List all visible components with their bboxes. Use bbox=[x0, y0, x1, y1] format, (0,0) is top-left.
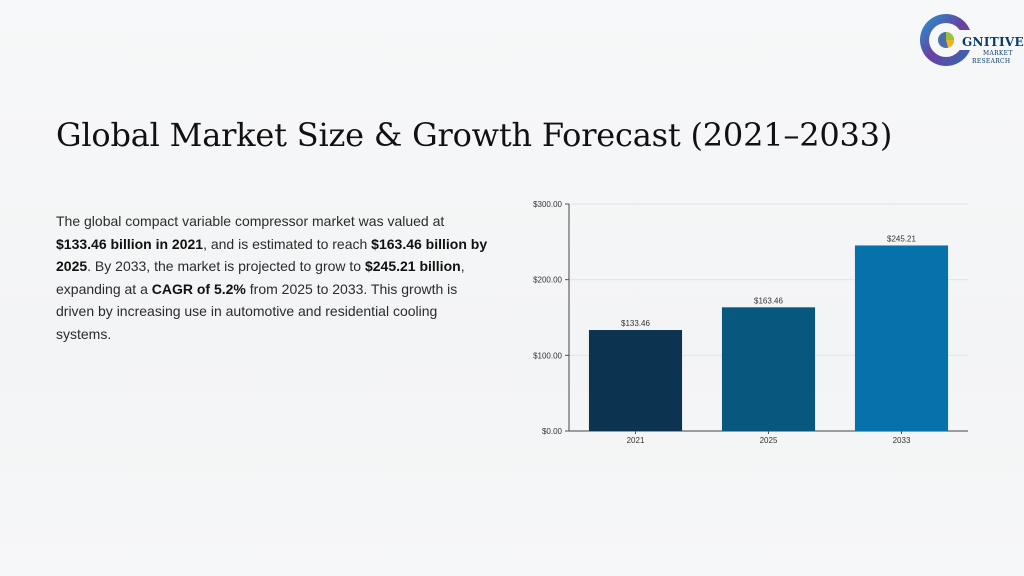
y-tick-label: $100.00 bbox=[533, 351, 562, 360]
logo-subtext-research: RESEARCH bbox=[972, 58, 1011, 65]
highlight-text: $133.46 billion in 2021 bbox=[56, 235, 204, 252]
market-description: The global compact variable compressor m… bbox=[56, 210, 496, 346]
data-label: $163.46 bbox=[754, 296, 783, 305]
market-size-bar-chart: $0.00 $100.00 $200.00 $300.00 $133.46 2021 $16… bbox=[533, 200, 968, 445]
bar-2021 bbox=[588, 330, 683, 431]
logo-wordmark: GNITIVE bbox=[962, 35, 1024, 49]
data-label: $133.46 bbox=[621, 319, 650, 328]
x-tick-label: 2021 bbox=[627, 436, 645, 445]
logo-subtext-market: MARKET bbox=[983, 50, 1013, 57]
bar-2033 bbox=[854, 245, 949, 431]
cognitive-market-research-logo bbox=[920, 14, 972, 66]
description-text: , expanding at a bbox=[56, 258, 465, 297]
description-text: from 2025 to 2033. This growth is driven… bbox=[56, 280, 458, 342]
bar-2025 bbox=[721, 307, 816, 431]
page-title: Global Market Size & Growth Forecast (20… bbox=[56, 116, 893, 154]
description-text: The global compact variable compressor m… bbox=[56, 213, 445, 229]
x-tick-label: 2025 bbox=[760, 436, 778, 445]
y-tick-label: $300.00 bbox=[533, 200, 562, 209]
y-tick-label: $0.00 bbox=[542, 427, 563, 436]
highlight-text: $163.46 billion by 2025 bbox=[56, 235, 488, 275]
highlight-text: $245.21 billion bbox=[364, 258, 461, 275]
data-label: $245.21 bbox=[887, 234, 916, 243]
x-tick-label: 2033 bbox=[893, 436, 911, 445]
description-text: , and is estimated to reach bbox=[203, 235, 372, 252]
y-tick-label: $200.00 bbox=[533, 276, 562, 285]
highlight-text: CAGR of 5.2% bbox=[151, 280, 246, 297]
description-text: . By 2033, the market is projected to gr… bbox=[87, 258, 365, 275]
